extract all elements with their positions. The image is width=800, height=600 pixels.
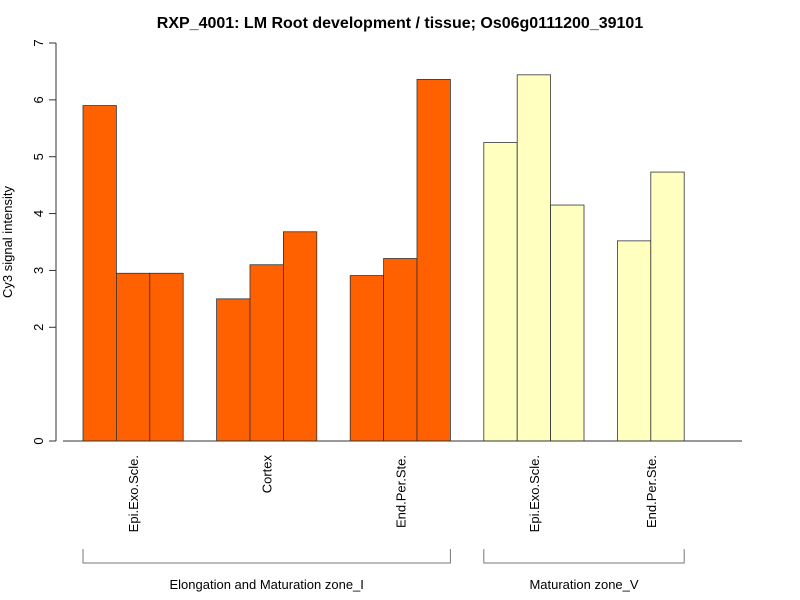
group-bracket — [483, 549, 685, 564]
group-label: Elongation and Maturation zone_I — [169, 577, 363, 592]
category-label: Epi.Exo.Scle. — [527, 455, 542, 532]
category-labels: Epi.Exo.Scle. Cortex End.Per.Ste. Epi.Exo.S… — [126, 455, 659, 533]
category-label: End.Per.Ste. — [644, 455, 659, 528]
bar — [282, 231, 318, 442]
bar — [516, 74, 552, 442]
category-label: End.Per.Ste. — [393, 455, 408, 528]
group-bracket — [82, 549, 451, 564]
bar — [116, 272, 151, 442]
y-tick-label: 5 — [31, 153, 46, 160]
bar — [82, 105, 117, 442]
category-label: Epi.Exo.Scle. — [126, 455, 141, 532]
bar — [249, 264, 284, 442]
y-tick-label: 6 — [31, 96, 46, 103]
bar — [550, 204, 585, 442]
bar — [383, 258, 418, 442]
y-axis: 0 2 3 4 5 6 7 — [31, 39, 57, 445]
bar — [416, 78, 451, 442]
y-tick-label: 4 — [31, 210, 46, 217]
group-brackets: Elongation and Maturation zone_I Maturati… — [82, 549, 685, 592]
category-label: Cortex — [260, 455, 275, 494]
y-tick-label: 7 — [31, 39, 46, 46]
chart-title: RXP_4001: LM Root development / tissue; … — [157, 15, 644, 32]
bar — [617, 240, 652, 442]
y-tick-label: 0 — [31, 437, 46, 444]
y-tick-label: 3 — [31, 267, 46, 274]
bar — [483, 142, 518, 442]
group-label: Maturation zone_V — [529, 577, 638, 592]
bar — [216, 298, 251, 442]
y-tick-label: 2 — [31, 324, 46, 331]
bar — [650, 171, 685, 442]
bar — [149, 272, 184, 442]
bar — [349, 275, 385, 442]
bars — [82, 74, 685, 442]
y-axis-label: Cy3 signal intensity — [0, 186, 15, 298]
